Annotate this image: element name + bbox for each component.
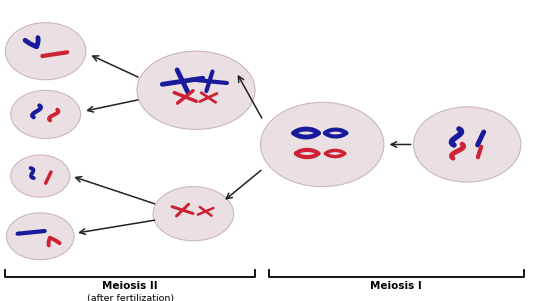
Ellipse shape — [413, 107, 521, 182]
Ellipse shape — [11, 155, 70, 197]
Ellipse shape — [6, 213, 74, 260]
Text: Meiosis I: Meiosis I — [370, 281, 422, 291]
Ellipse shape — [260, 102, 384, 187]
Ellipse shape — [137, 51, 255, 129]
Text: (after fertilization): (after fertilization) — [86, 294, 174, 301]
Ellipse shape — [11, 90, 81, 138]
Ellipse shape — [5, 23, 86, 80]
Ellipse shape — [153, 187, 234, 241]
Text: Meiosis II: Meiosis II — [103, 281, 158, 291]
